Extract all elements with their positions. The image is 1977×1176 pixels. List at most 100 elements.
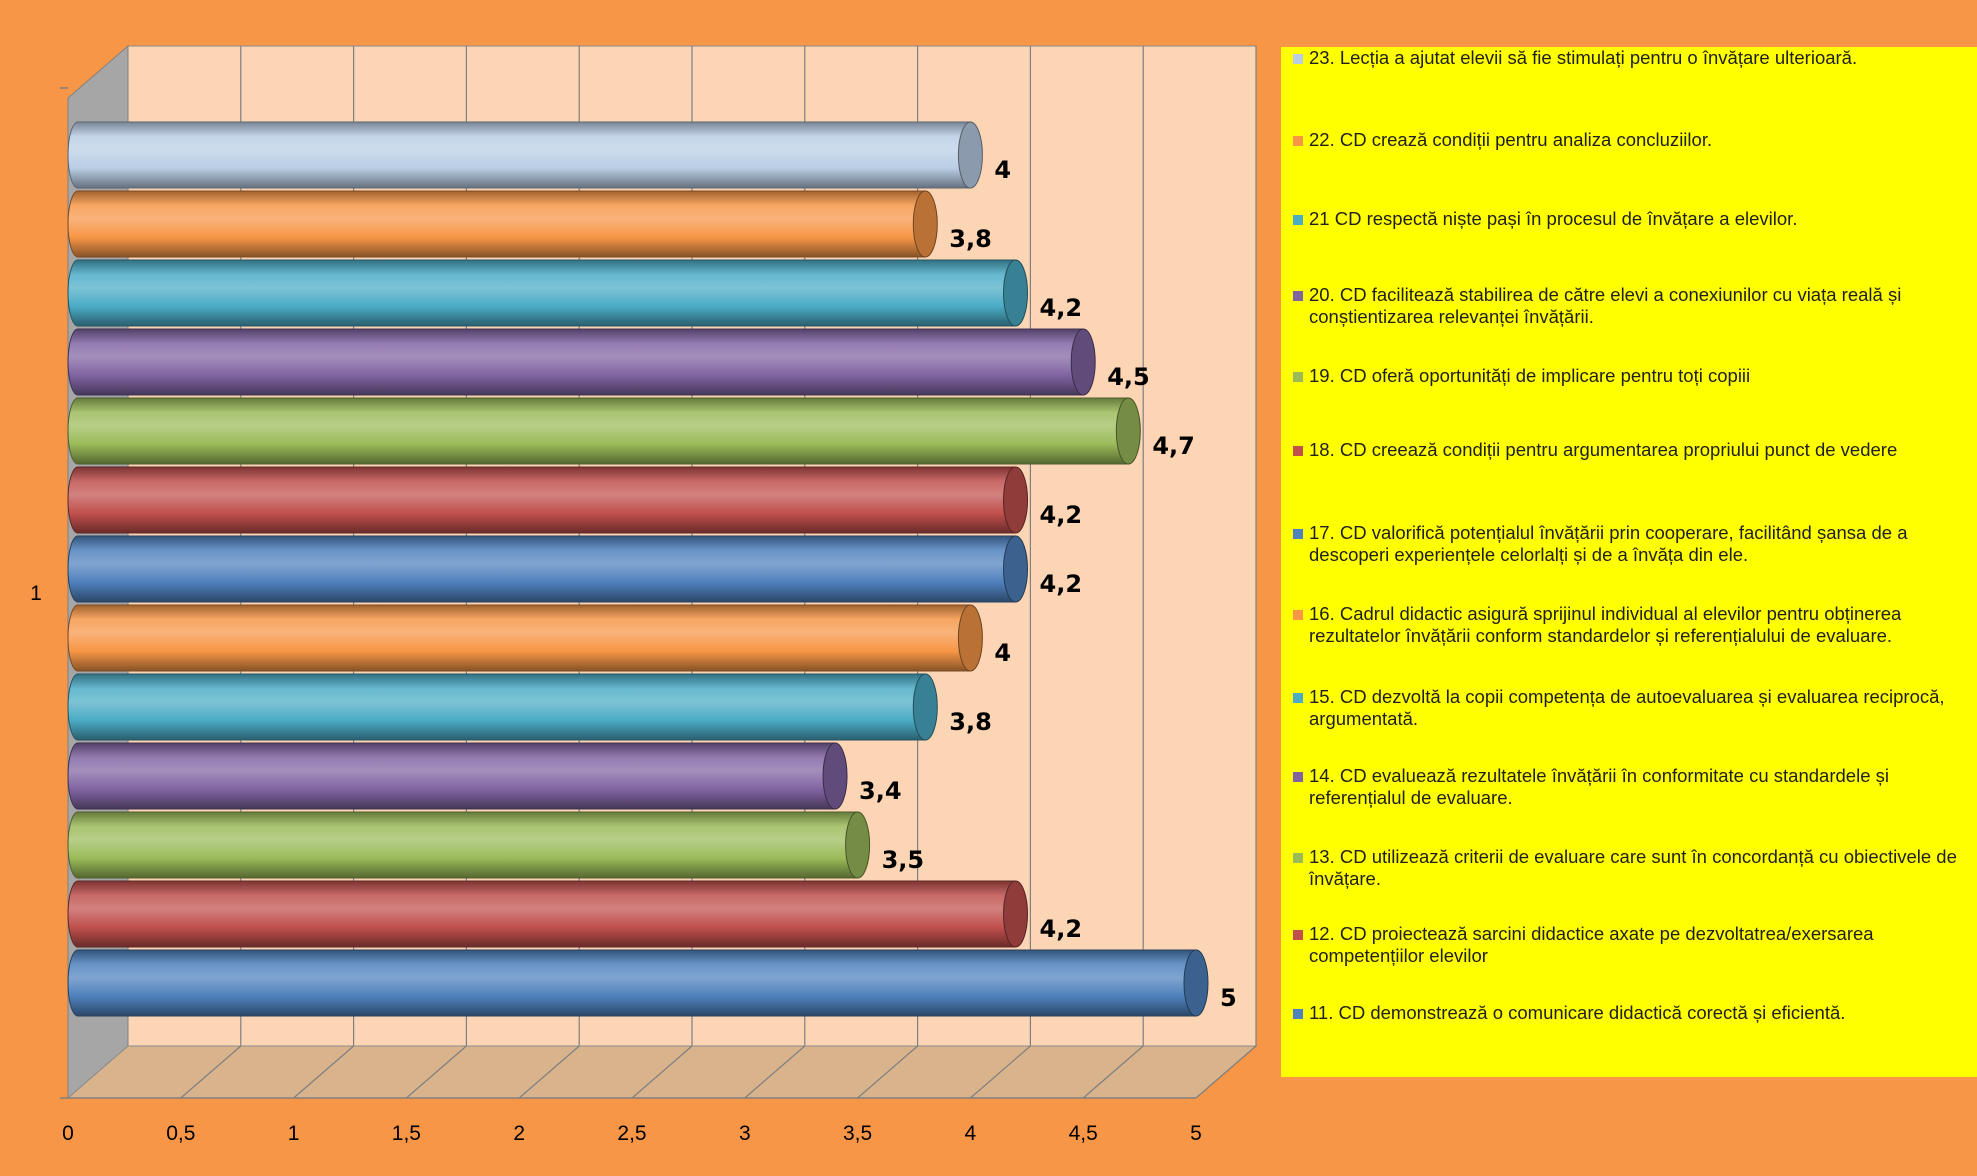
legend-item: 22. CD crează condiții pentru analiza co…	[1293, 129, 1965, 151]
legend: 23. Lecția a ajutat elevii să fie stimul…	[1281, 47, 1977, 1077]
bar-end-cap	[957, 604, 983, 672]
legend-label: 21 CD respectă niște pași în procesul de…	[1309, 208, 1798, 229]
x-tick-label: 1	[288, 1122, 300, 1145]
legend-label: 22. CD crează condiții pentru analiza co…	[1309, 129, 1713, 150]
bar-body	[67, 742, 836, 810]
data-label: 5	[1220, 984, 1237, 1012]
data-label: 3,4	[859, 777, 902, 805]
data-label: 3,5	[882, 846, 925, 874]
x-tick-label: 3	[739, 1122, 751, 1145]
legend-swatch	[1293, 930, 1303, 940]
x-tick-label: 0,5	[166, 1122, 195, 1145]
legend-label: 23. Lecția a ajutat elevii să fie stimul…	[1309, 47, 1858, 68]
bar-series-16	[67, 604, 983, 672]
data-label: 4,5	[1107, 363, 1150, 391]
bar-series-18	[67, 466, 1029, 534]
x-tick-label: 0	[62, 1122, 74, 1145]
legend-swatch	[1293, 529, 1303, 539]
bar-end-cap	[1003, 466, 1029, 534]
legend-swatch	[1293, 372, 1303, 382]
legend-swatch	[1293, 54, 1303, 64]
x-tick-label: 2,5	[617, 1122, 646, 1145]
bar-series-12	[67, 880, 1029, 948]
data-labels: 5 4,2 3,5 3,4 3,8 4 4,2 4,2 4,7 4,5 4,2 3,8 4	[859, 156, 1237, 1012]
x-tick-label: 1,5	[392, 1122, 421, 1145]
bar-series-15	[67, 673, 938, 741]
legend-label: 12. CD proiectează sarcini didactice axa…	[1309, 923, 1874, 966]
bar-series-13	[67, 811, 871, 879]
bar-body	[67, 466, 1017, 534]
bar-series-14	[67, 742, 848, 810]
legend-label: 19. CD oferă oportunități de implicare p…	[1309, 365, 1751, 386]
legend-item: 18. CD creează condiții pentru argumenta…	[1293, 439, 1965, 461]
gridline-floor	[1082, 1045, 1144, 1099]
x-tick-label: 4,5	[1069, 1122, 1098, 1145]
bar-body	[67, 535, 1017, 603]
bar-body	[67, 880, 1017, 948]
legend-swatch	[1293, 610, 1303, 620]
bar-series-22	[67, 190, 938, 258]
bar-end-cap	[822, 742, 848, 810]
bar-end-cap	[845, 811, 871, 879]
legend-item: 21 CD respectă niște pași în procesul de…	[1293, 208, 1965, 230]
bar-body	[67, 949, 1197, 1017]
bar-end-cap	[912, 673, 938, 741]
bar-end-cap	[912, 190, 938, 258]
data-label: 4,2	[1040, 570, 1083, 598]
legend-item: 23. Lecția a ajutat elevii să fie stimul…	[1293, 47, 1965, 69]
x-tick-label: 3,5	[843, 1122, 872, 1145]
data-label: 4,7	[1152, 432, 1195, 460]
legend-swatch	[1293, 291, 1303, 301]
legend-item: 19. CD oferă oportunități de implicare p…	[1293, 365, 1965, 387]
legend-label: 20. CD facilitează stabilirea de către e…	[1309, 284, 1902, 327]
bar-end-cap	[1003, 880, 1029, 948]
data-label: 4	[994, 639, 1011, 667]
legend-label: 11. CD demonstrează o comunicare didacti…	[1309, 1002, 1846, 1023]
legend-swatch	[1293, 693, 1303, 703]
legend-swatch	[1293, 446, 1303, 456]
bar-body	[67, 190, 926, 258]
legend-label: 16. Cadrul didactic asigură sprijinul in…	[1309, 603, 1902, 646]
bar-series-19	[67, 397, 1141, 465]
legend-item: 14. CD evaluează rezultatele învățării î…	[1293, 765, 1965, 809]
data-label: 3,8	[949, 708, 992, 736]
bar-end-cap	[957, 121, 983, 189]
bar-series-11	[67, 949, 1209, 1017]
data-label: 4	[994, 156, 1011, 184]
legend-swatch	[1293, 1009, 1303, 1019]
legend-item: 13. CD utilizează criterii de evaluare c…	[1293, 846, 1965, 890]
gridline-floor	[406, 1045, 467, 1099]
y-category-label: 1	[30, 582, 42, 605]
gridline-floor	[1195, 1045, 1257, 1099]
legend-swatch	[1293, 136, 1303, 146]
bar-end-cap	[1070, 328, 1096, 396]
bars	[67, 121, 1209, 1017]
bar-series-20	[67, 328, 1096, 396]
legend-swatch	[1293, 215, 1303, 225]
legend-item: 20. CD facilitează stabilirea de către e…	[1293, 284, 1965, 328]
data-label: 4,2	[1040, 501, 1083, 529]
legend-item: 15. CD dezvoltă la copii competența de a…	[1293, 686, 1965, 730]
legend-item: 16. Cadrul didactic asigură sprijinul in…	[1293, 603, 1965, 647]
gridline-floor	[970, 1045, 1031, 1099]
data-label: 4,2	[1040, 915, 1083, 943]
legend-label: 14. CD evaluează rezultatele învățării î…	[1309, 765, 1889, 808]
bar-end-cap	[1115, 397, 1141, 465]
gridline-floor	[744, 1045, 806, 1099]
bar-body	[67, 259, 1017, 327]
bar-end-cap	[1183, 949, 1209, 1017]
bar-series-21	[67, 259, 1029, 327]
bar-series-23	[67, 121, 983, 189]
legend-swatch	[1293, 772, 1303, 782]
legend-label: 18. CD creează condiții pentru argumenta…	[1309, 439, 1898, 460]
legend-item: 17. CD valorifică potențialul învățării …	[1293, 522, 1965, 566]
gridline-floor	[518, 1045, 580, 1099]
data-label: 4,2	[1040, 294, 1083, 322]
bar-end-cap	[1003, 535, 1029, 603]
x-tick-label: 4	[965, 1122, 977, 1145]
x-tick-label: 5	[1190, 1122, 1202, 1145]
legend-label: 15. CD dezvoltă la copii competența de a…	[1309, 686, 1945, 729]
bar-body	[67, 811, 859, 879]
